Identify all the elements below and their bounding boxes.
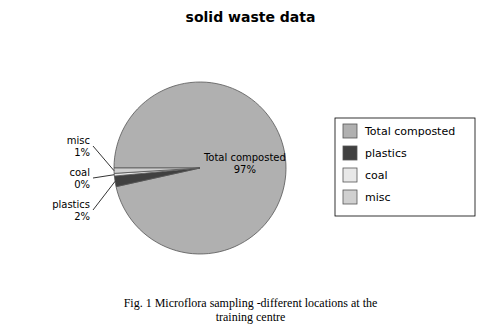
data-label-name: plastics (52, 199, 90, 210)
legend: Total composted plastics coal misc (335, 118, 475, 216)
data-label: plastics2% (52, 199, 90, 222)
caption: Fig. 1 Microflora sampling -different lo… (124, 296, 378, 324)
data-label-value: 0% (74, 179, 90, 190)
data-label-value: 1% (74, 147, 90, 158)
legend-border (335, 118, 475, 216)
data-label: misc1% (67, 135, 90, 158)
data-label-value: 2% (74, 211, 90, 222)
pie-slice (114, 168, 200, 187)
legend-swatch (343, 190, 357, 204)
data-label-name: coal (69, 167, 90, 178)
data-label: Total composted97% (203, 152, 286, 175)
chart: solid waste dataTotal composted97%plasti… (0, 0, 501, 329)
data-labels: Total composted97% plastics2% coal0% misc1% (52, 135, 286, 222)
leader-line (93, 146, 114, 171)
leader-line (93, 175, 114, 178)
data-label-name: Total composted (203, 152, 286, 163)
data-label: coal0% (69, 167, 90, 190)
legend-label: coal (365, 169, 388, 182)
leader-line (93, 181, 115, 210)
legend-swatch (343, 124, 357, 138)
pie-slice (114, 82, 286, 254)
pie-slice (114, 168, 200, 176)
legend-swatch (343, 168, 357, 182)
pie (114, 82, 286, 254)
legend-label: Total composted (364, 125, 455, 138)
caption-line: Fig. 1 Microflora sampling -different lo… (124, 296, 378, 310)
caption-line: training centre (216, 310, 286, 324)
legend-swatch (343, 146, 357, 160)
legend-label: plastics (365, 147, 407, 160)
data-label-name: misc (67, 135, 90, 146)
title: solid waste data (186, 9, 316, 25)
pie-slice (114, 168, 200, 173)
data-label-value: 97% (234, 164, 256, 175)
legend-label: misc (365, 191, 391, 204)
